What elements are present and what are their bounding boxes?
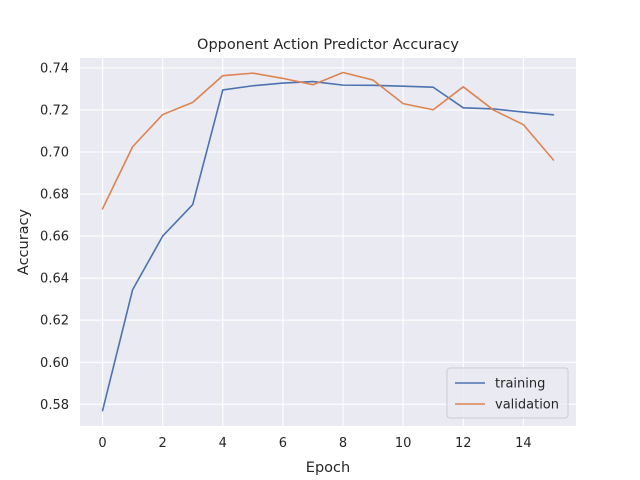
x-tick-label: 8 [339, 436, 347, 451]
x-tick-labels: 0 2 4 6 8 10 12 14 [98, 436, 531, 451]
y-axis-label: Accuracy [16, 208, 32, 275]
series-line-training [101, 80, 555, 412]
y-tick-label: 0.68 [40, 188, 69, 203]
x-tick-label: 10 [395, 436, 412, 451]
y-tick-label: 0.74 [40, 61, 69, 76]
y-tick-labels: 0.58 0.60 0.62 0.64 0.66 0.68 0.70 0.72 0.74 [40, 61, 69, 412]
y-tick-label: 0.58 [40, 398, 69, 413]
legend-label-training: training [495, 377, 545, 392]
horizontal-gridlines [80, 67, 576, 405]
x-tick-label: 2 [159, 436, 167, 451]
y-tick-label: 0.60 [40, 356, 69, 371]
x-tick-label: 6 [279, 436, 287, 451]
legend-label-validation: validation [495, 398, 559, 413]
y-tick-label: 0.72 [40, 103, 69, 118]
vertical-gridlines [101, 58, 524, 426]
legend: training validation [446, 367, 569, 419]
chart-title: Opponent Action Predictor Accuracy [197, 37, 459, 53]
series-lines [101, 71, 555, 412]
x-tick-label: 14 [515, 436, 532, 451]
y-tick-label: 0.66 [40, 230, 69, 245]
y-tick-label: 0.62 [40, 314, 69, 329]
x-axis-label: Epoch [306, 460, 350, 476]
y-tick-label: 0.64 [40, 272, 69, 287]
x-tick-label: 4 [219, 436, 227, 451]
series-line-validation [101, 71, 555, 210]
y-tick-label: 0.70 [40, 145, 69, 160]
x-tick-label: 0 [98, 436, 106, 451]
legend-box [446, 367, 569, 419]
x-tick-label: 12 [455, 436, 472, 451]
